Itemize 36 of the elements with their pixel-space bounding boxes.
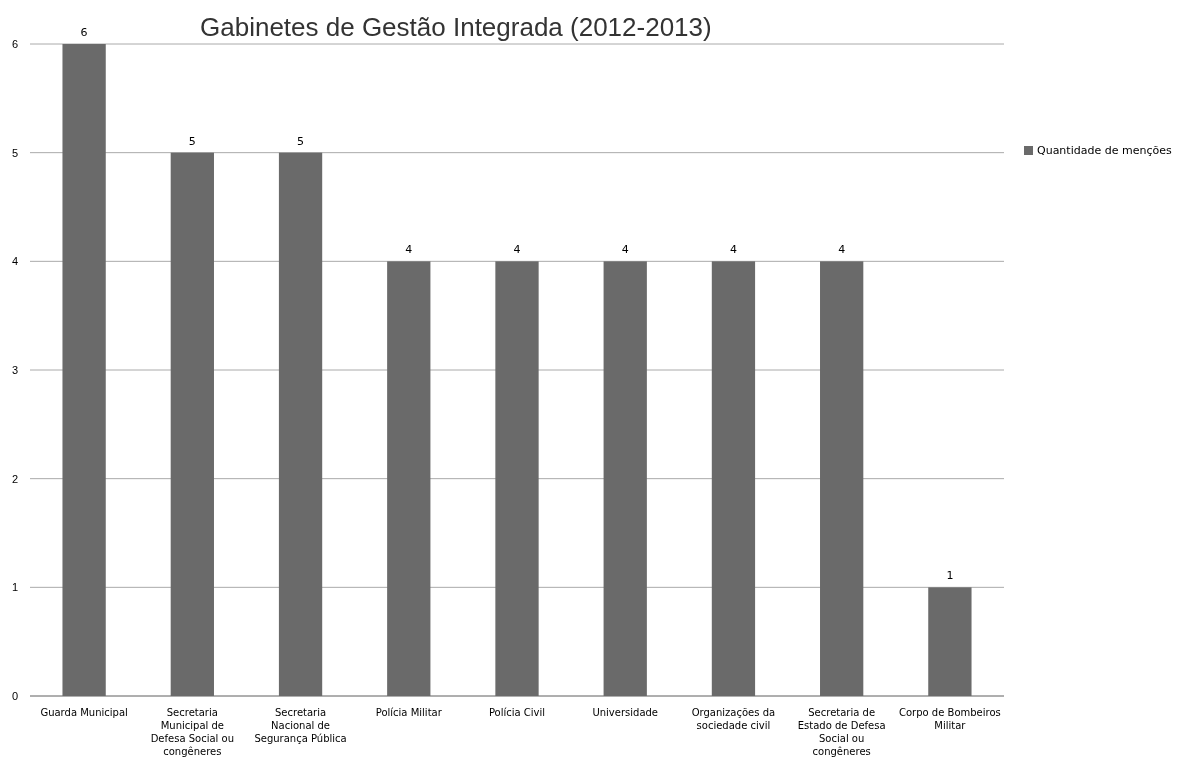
bar bbox=[711, 261, 756, 696]
data-label: 5 bbox=[188, 134, 196, 148]
chart-title: Gabinetes de Gestão Integrada (2012-2013) bbox=[200, 12, 712, 42]
y-tick-label: 2 bbox=[11, 472, 18, 485]
bar bbox=[820, 261, 864, 696]
data-label: 1 bbox=[946, 569, 954, 583]
y-tick-label: 3 bbox=[11, 364, 18, 377]
y-tick-label: 4 bbox=[11, 255, 18, 268]
data-label: 4 bbox=[729, 243, 737, 257]
bar bbox=[495, 261, 539, 696]
data-label: 4 bbox=[838, 243, 846, 257]
bar bbox=[278, 152, 323, 696]
x-tick-label: Organizações da sociedade civil bbox=[691, 707, 776, 731]
data-label: 4 bbox=[405, 243, 413, 257]
y-tick-label: 1 bbox=[11, 581, 18, 594]
x-tick-label: Polícia Civil bbox=[488, 707, 546, 718]
data-label: 5 bbox=[297, 134, 305, 148]
y-tick-label: 5 bbox=[11, 146, 18, 159]
bar bbox=[928, 587, 972, 696]
bar bbox=[603, 261, 647, 696]
bar bbox=[62, 44, 106, 696]
x-tick-label: Guarda Municipal bbox=[40, 707, 128, 718]
y-tick-label: 6 bbox=[11, 38, 18, 51]
bar bbox=[170, 152, 214, 696]
x-tick-label: Polícia Militar bbox=[375, 707, 443, 718]
x-tick-label: Secretaria Nacional de Segurança Pública bbox=[254, 707, 347, 744]
data-label: 4 bbox=[621, 243, 629, 257]
x-tick-label: Secretaria de Estado de Defesa Social ou congêneres bbox=[797, 707, 886, 757]
x-tick-label: Corpo de Bombeiros Militar bbox=[899, 707, 1001, 731]
data-label: 6 bbox=[80, 26, 88, 39]
data-label: 4 bbox=[513, 243, 521, 257]
legend-label: Quantidade de menções bbox=[1037, 144, 1172, 157]
bar bbox=[387, 261, 431, 696]
x-tick-label: Universidade bbox=[592, 707, 659, 718]
y-tick-label: 0 bbox=[11, 690, 18, 703]
x-tick-label: Secretaria Municipal de Defesa Social ou congêneres bbox=[150, 707, 234, 757]
